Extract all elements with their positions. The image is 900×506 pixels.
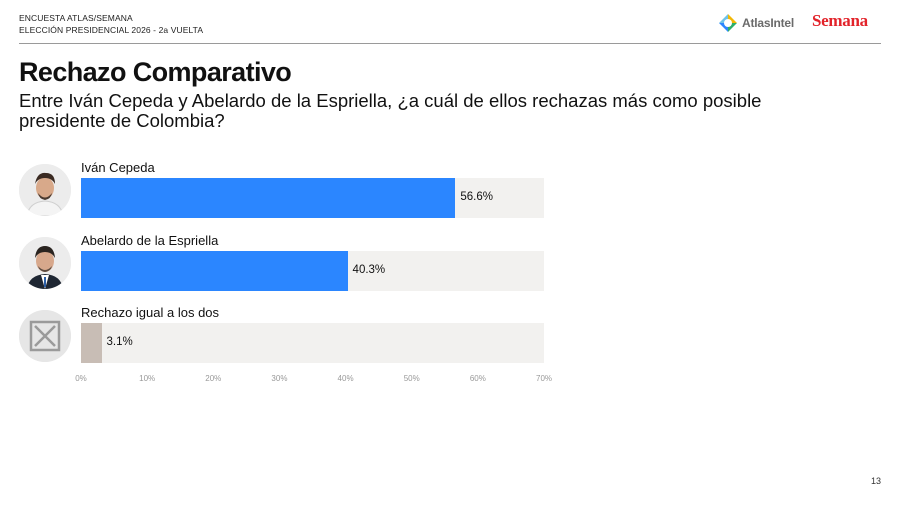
category-label-2: Rechazo igual a los dos [81, 305, 220, 320]
value-label-0: 56.6% [460, 191, 493, 203]
page-number: 13 [870, 476, 881, 486]
avatar-ivan-cepeda [19, 164, 71, 216]
x-tick-label: 10% [139, 374, 156, 383]
x-tick-label: 50% [403, 374, 420, 383]
header-divider [19, 43, 881, 44]
bar-rechazo-igual [81, 323, 102, 363]
page-title: Rechazo Comparativo [19, 57, 292, 87]
atlasintel-logo-icon [719, 14, 737, 32]
person-icon [19, 164, 71, 216]
x-tick-label: 40% [337, 374, 354, 383]
category-label-1: Abelardo de la Espriella [81, 233, 219, 248]
bar-track-2 [81, 323, 544, 363]
header-survey: ENCUESTA ATLAS/SEMANA ELECCIÓN PRESIDENC… [19, 12, 203, 36]
page-subtitle: Entre Iván Cepeda y Abelardo de la Espri… [19, 90, 762, 131]
category-label-0: Iván Cepeda [81, 160, 155, 175]
x-tick-label: 30% [271, 374, 288, 383]
avatar-rechazo-igual [19, 310, 71, 362]
value-label-1: 40.3% [352, 264, 386, 276]
bar-ivan-cepeda [81, 178, 456, 218]
bar-abelardo-de-la-espriella [81, 251, 348, 291]
atlasintel-logo-text: AtlasIntel [742, 16, 795, 30]
atlasintel-logo: AtlasIntel [718, 13, 794, 33]
x-tick-label: 60% [469, 374, 486, 383]
cross-box-icon [19, 310, 71, 362]
person-icon [19, 237, 71, 289]
header-line-2: ELECCIÓN PRESIDENCIAL 2026 - 2a VUELTA [19, 25, 204, 35]
value-label-2: 3.1% [106, 336, 133, 348]
semana-logo: Semana [812, 11, 868, 30]
x-tick-label: 70% [535, 374, 553, 383]
header-line-1: ENCUESTA ATLAS/SEMANA [19, 13, 133, 23]
avatar-abelardo-de-la-espriella [19, 237, 71, 289]
x-tick-label: 20% [205, 374, 222, 383]
x-tick-label: 0% [75, 374, 87, 383]
